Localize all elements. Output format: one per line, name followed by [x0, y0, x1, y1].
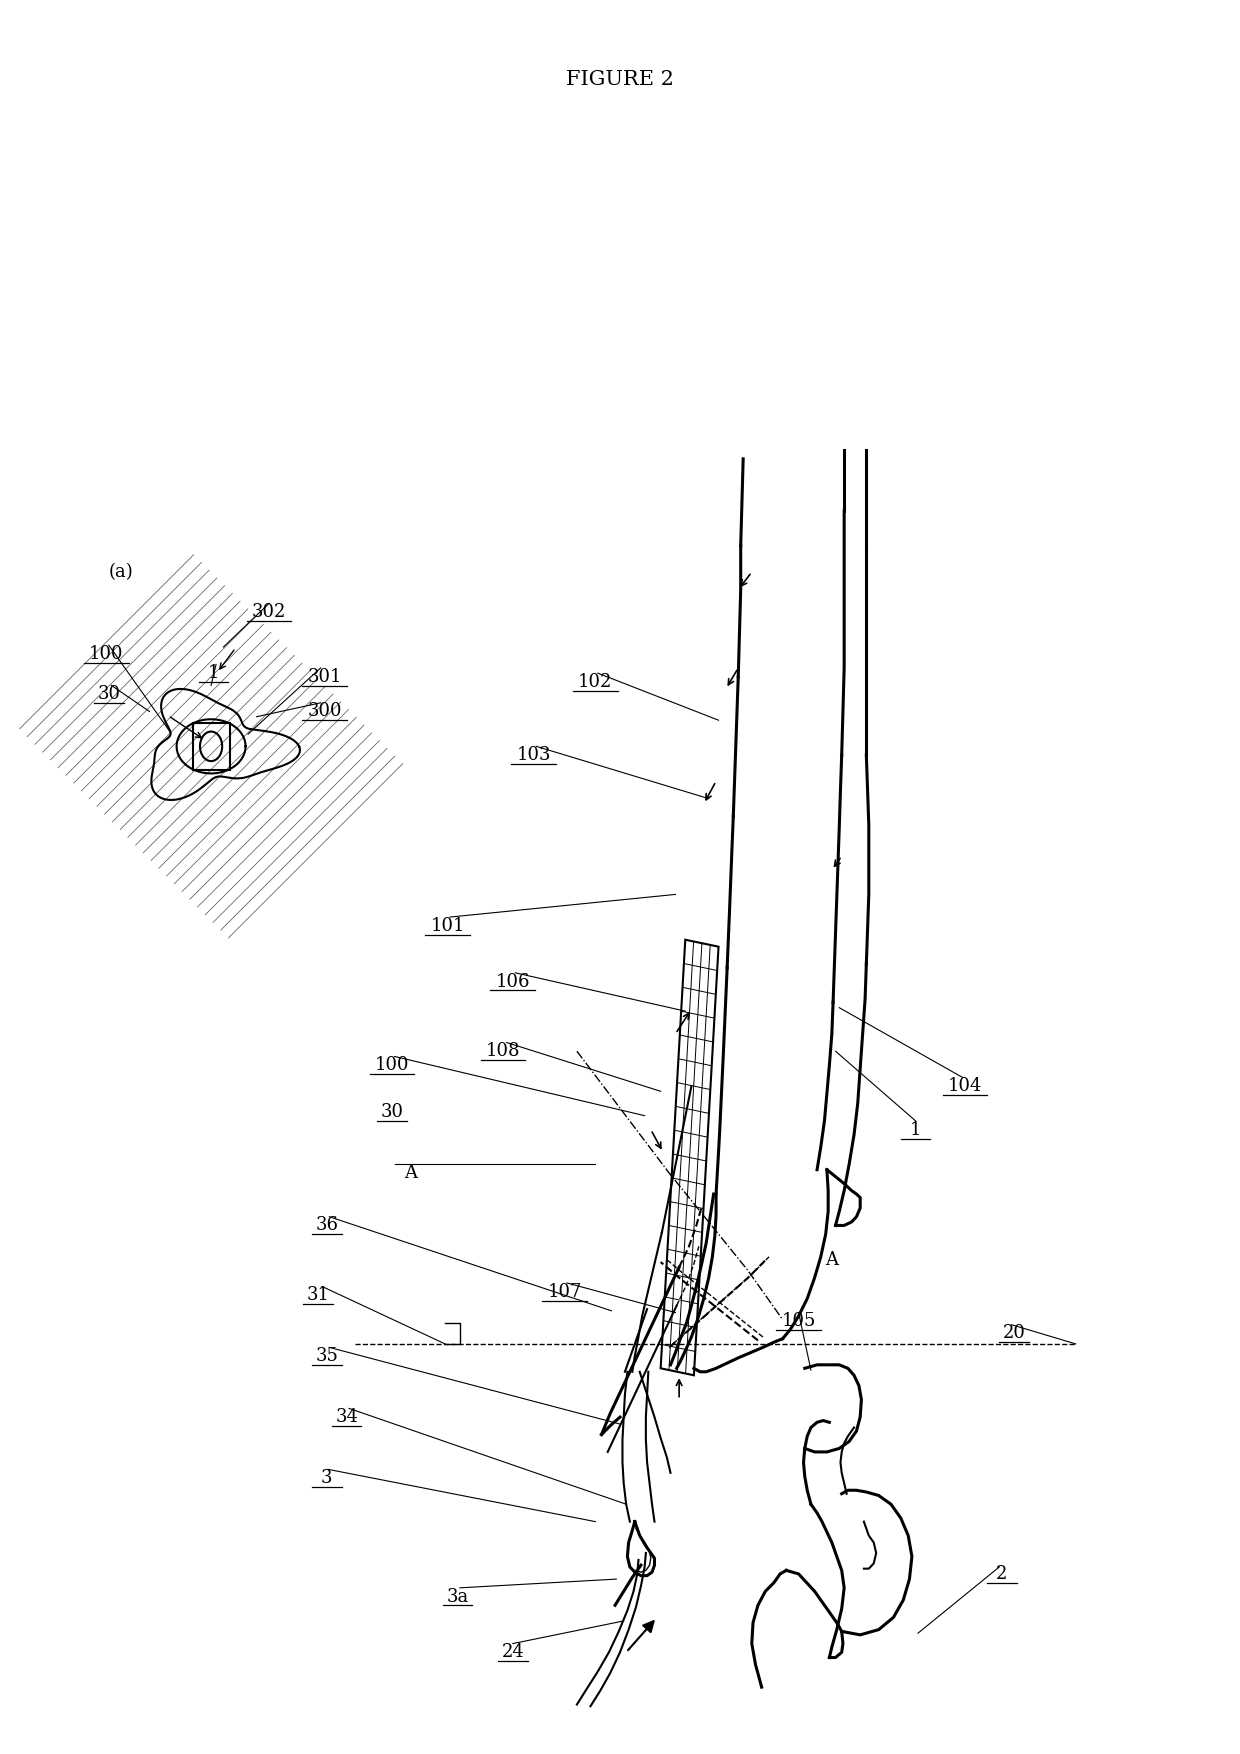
Text: 24: 24	[501, 1643, 525, 1661]
Text: 1: 1	[910, 1121, 921, 1138]
Text: 20: 20	[1003, 1324, 1025, 1342]
Text: FIGURE 2: FIGURE 2	[567, 70, 673, 88]
Text: (a): (a)	[109, 563, 134, 581]
Text: 35: 35	[315, 1347, 339, 1365]
Text: 302: 302	[252, 603, 286, 621]
Text: 105: 105	[781, 1312, 816, 1330]
Text: 2: 2	[996, 1565, 1008, 1582]
FancyBboxPatch shape	[192, 723, 229, 770]
Text: 103: 103	[517, 745, 551, 765]
Text: 3: 3	[321, 1470, 332, 1487]
Text: 3a: 3a	[446, 1587, 469, 1605]
Text: 31: 31	[306, 1286, 330, 1305]
Text: 1: 1	[208, 665, 219, 682]
Text: 108: 108	[486, 1042, 521, 1059]
Text: 100: 100	[89, 645, 124, 663]
Text: 106: 106	[496, 972, 529, 991]
Text: 100: 100	[374, 1056, 409, 1073]
Text: 34: 34	[335, 1408, 358, 1426]
Text: A: A	[826, 1251, 838, 1270]
Text: 30: 30	[381, 1103, 404, 1121]
Text: 300: 300	[308, 703, 342, 721]
Text: 30: 30	[98, 686, 120, 703]
Text: 36: 36	[315, 1217, 339, 1235]
Text: 104: 104	[947, 1077, 982, 1094]
Text: 102: 102	[578, 674, 613, 691]
Text: A: A	[404, 1165, 417, 1182]
Text: 107: 107	[547, 1282, 582, 1301]
Text: 101: 101	[430, 917, 465, 935]
Text: 301: 301	[308, 668, 342, 686]
